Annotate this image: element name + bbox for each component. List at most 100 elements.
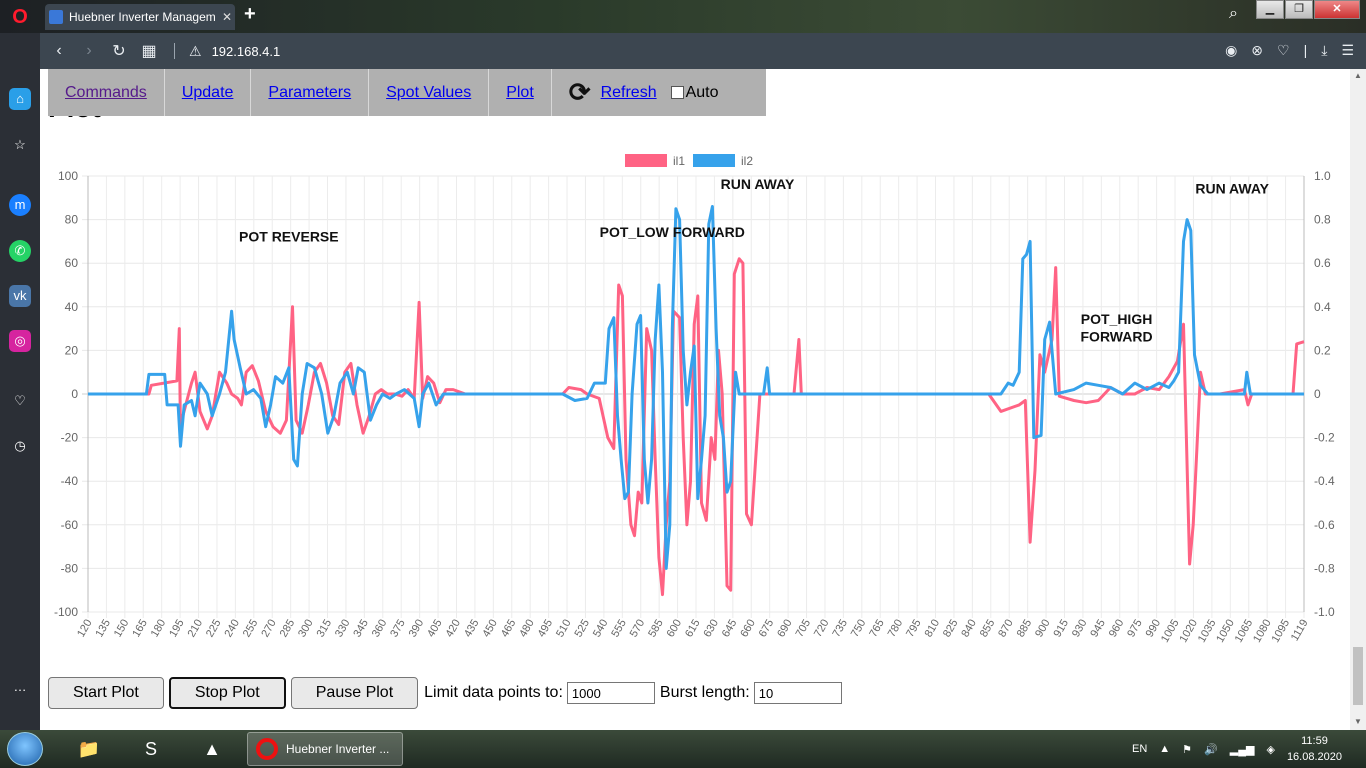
tabs-grid-icon[interactable]: ▦ [141, 43, 157, 60]
x-tick-label: 855 [978, 618, 998, 640]
taskbar-opera-window[interactable]: Huebner Inverter ... [247, 732, 403, 766]
system-tray: EN ▲ ⚑ 🔊 ▂▄▆ ◈ 11:59 16.08.2020 [1132, 730, 1366, 768]
chart-annotation: POT_HIGH [1081, 311, 1153, 327]
easy-setup-icon[interactable]: ☰ [1341, 42, 1354, 58]
x-tick-label: 255 [241, 618, 261, 640]
chart-annotation: POT REVERSE [239, 228, 339, 244]
x-tick-label: 315 [315, 618, 335, 640]
plot-link[interactable]: Plot [506, 83, 534, 101]
x-tick-label: 795 [904, 618, 924, 640]
new-tab-icon[interactable]: + [244, 3, 256, 25]
messenger-icon[interactable]: m [9, 194, 31, 216]
y-tick-label-left: 20 [65, 343, 79, 357]
page-content: Plot Commands Update Parameters Spot Val… [40, 69, 1350, 730]
more-icon[interactable]: … [13, 679, 27, 694]
refresh-icon[interactable]: ⟳ [568, 77, 591, 107]
browser-tab[interactable]: Huebner Inverter Managem ✕ [45, 4, 235, 30]
opera-menu-icon[interactable]: O [12, 6, 28, 28]
x-tick-label: 720 [812, 618, 832, 640]
language-indicator[interactable]: EN [1132, 743, 1148, 755]
x-tick-label: 585 [646, 618, 666, 640]
snapshot-icon[interactable]: ◉ [1225, 42, 1238, 58]
history-icon[interactable]: ◷ [14, 438, 26, 453]
antivirus-icon[interactable]: ◈ [1266, 743, 1275, 756]
bookmark-icon[interactable]: ☆ [14, 137, 26, 152]
tray-expand-icon[interactable]: ▲ [1159, 743, 1171, 755]
forward-icon[interactable]: › [86, 42, 92, 59]
close-window-button[interactable]: ✕ [1314, 0, 1360, 19]
instagram-icon[interactable]: ◎ [9, 330, 31, 352]
page-scrollbar[interactable]: ▲ ▼ [1350, 69, 1366, 730]
limit-input[interactable] [566, 682, 655, 704]
chart-annotation: POT_LOW FORWARD [600, 224, 745, 240]
action-center-icon[interactable]: ⚑ [1182, 743, 1193, 756]
x-tick-label: 750 [849, 618, 869, 640]
x-tick-label: 1080 [1251, 618, 1274, 645]
y-tick-label-right: -0.8 [1314, 561, 1335, 575]
divider [174, 43, 175, 59]
download-icon[interactable]: ⤓ [1321, 42, 1328, 58]
x-tick-label: 675 [757, 618, 777, 640]
x-tick-label: 660 [738, 618, 758, 640]
whatsapp-icon[interactable]: ✆ [9, 240, 31, 262]
volume-icon[interactable]: 🔊 [1204, 743, 1218, 756]
opera-sidebar: ⌂ ☆ m ✆ vk ◎ ♡ ◷ … [0, 33, 40, 730]
x-tick-label: 630 [701, 618, 721, 640]
block-icon[interactable]: ⊗ [1251, 42, 1264, 58]
url-field[interactable]: 192.168.4.1 [211, 43, 281, 59]
x-tick-label: 600 [665, 618, 685, 640]
auto-checkbox[interactable] [670, 86, 684, 99]
plot-chart: 100 1.0 80 0.8 60 0.6 40 0.4 20 0.2 0 0 -20 -0.2 -40 -0… [54, 154, 1335, 645]
skype-icon[interactable]: S [144, 739, 157, 759]
network-icon[interactable]: ▂▄▆ [1229, 743, 1255, 756]
scroll-up-icon[interactable]: ▲ [1354, 71, 1362, 80]
y-tick-label-left: 80 [65, 213, 79, 227]
not-secure-warning-icon[interactable]: ⚠ [189, 42, 202, 59]
start-button[interactable] [7, 732, 43, 766]
stop-plot-button[interactable]: Stop Plot [168, 677, 286, 709]
commands-link[interactable]: Commands [65, 83, 147, 101]
y-tick-label-left: 100 [58, 169, 78, 183]
tab-search-icon[interactable]: ⌕ [1229, 5, 1238, 22]
scroll-thumb[interactable] [1353, 647, 1363, 705]
chart-container: 100 1.0 80 0.8 60 0.6 40 0.4 20 0.2 0 0 -20 -0.2 -40 -0… [40, 144, 1350, 679]
clock[interactable]: 11:59 16.08.2020 [1287, 733, 1342, 765]
x-tick-label: 420 [444, 618, 464, 640]
vk-icon[interactable]: vk [9, 285, 31, 307]
back-icon[interactable]: ‹ [56, 42, 62, 59]
spot-values-link[interactable]: Spot Values [386, 83, 472, 101]
y-tick-label-left: -20 [61, 431, 79, 445]
taskbar-window-title: Huebner Inverter ... [286, 742, 390, 756]
tab-close-icon[interactable]: ✕ [221, 10, 233, 24]
menu-item-refresh: ⟳ Refresh Auto [552, 69, 736, 116]
x-tick-label: 930 [1070, 618, 1090, 640]
y-tick-label-left: 40 [65, 300, 79, 314]
file-explorer-icon[interactable]: 📁 [77, 739, 101, 759]
chart-annotation: RUN AWAY [1195, 180, 1269, 196]
x-tick-label: 345 [351, 618, 371, 640]
burst-input[interactable] [753, 682, 842, 704]
series-line-il1 [88, 257, 1305, 597]
heart-icon[interactable]: ♡ [1277, 42, 1290, 58]
parameters-link[interactable]: Parameters [268, 83, 352, 101]
vlc-icon[interactable]: ▲ [203, 739, 221, 759]
x-tick-label: 135 [93, 618, 113, 640]
x-tick-label: 975 [1125, 618, 1145, 640]
reload-icon[interactable]: ↻ [112, 43, 126, 60]
refresh-link[interactable]: Refresh [600, 83, 657, 101]
tab-title: Huebner Inverter Managem [69, 10, 216, 24]
x-tick-label: 870 [996, 618, 1016, 640]
start-plot-button[interactable]: Start Plot [48, 677, 164, 709]
heart-icon[interactable]: ♡ [14, 393, 26, 408]
maximize-button[interactable]: ❐ [1285, 0, 1313, 19]
series-line-il2 [88, 205, 1304, 570]
address-bar: ‹ › ↻ ▦ ⚠ 192.168.4.1 ◉ ⊗ ♡ | ⤓ ☰ [40, 33, 1366, 69]
scroll-down-icon[interactable]: ▼ [1354, 717, 1362, 726]
minimize-button[interactable]: ▁ [1256, 0, 1284, 19]
update-link[interactable]: Update [181, 83, 234, 101]
chart-annotation: RUN AWAY [721, 176, 795, 192]
x-tick-label: 780 [886, 618, 906, 640]
home-icon[interactable]: ⌂ [9, 88, 31, 110]
pause-plot-button[interactable]: Pause Plot [290, 677, 419, 709]
menu-item-commands: Commands [48, 69, 165, 116]
